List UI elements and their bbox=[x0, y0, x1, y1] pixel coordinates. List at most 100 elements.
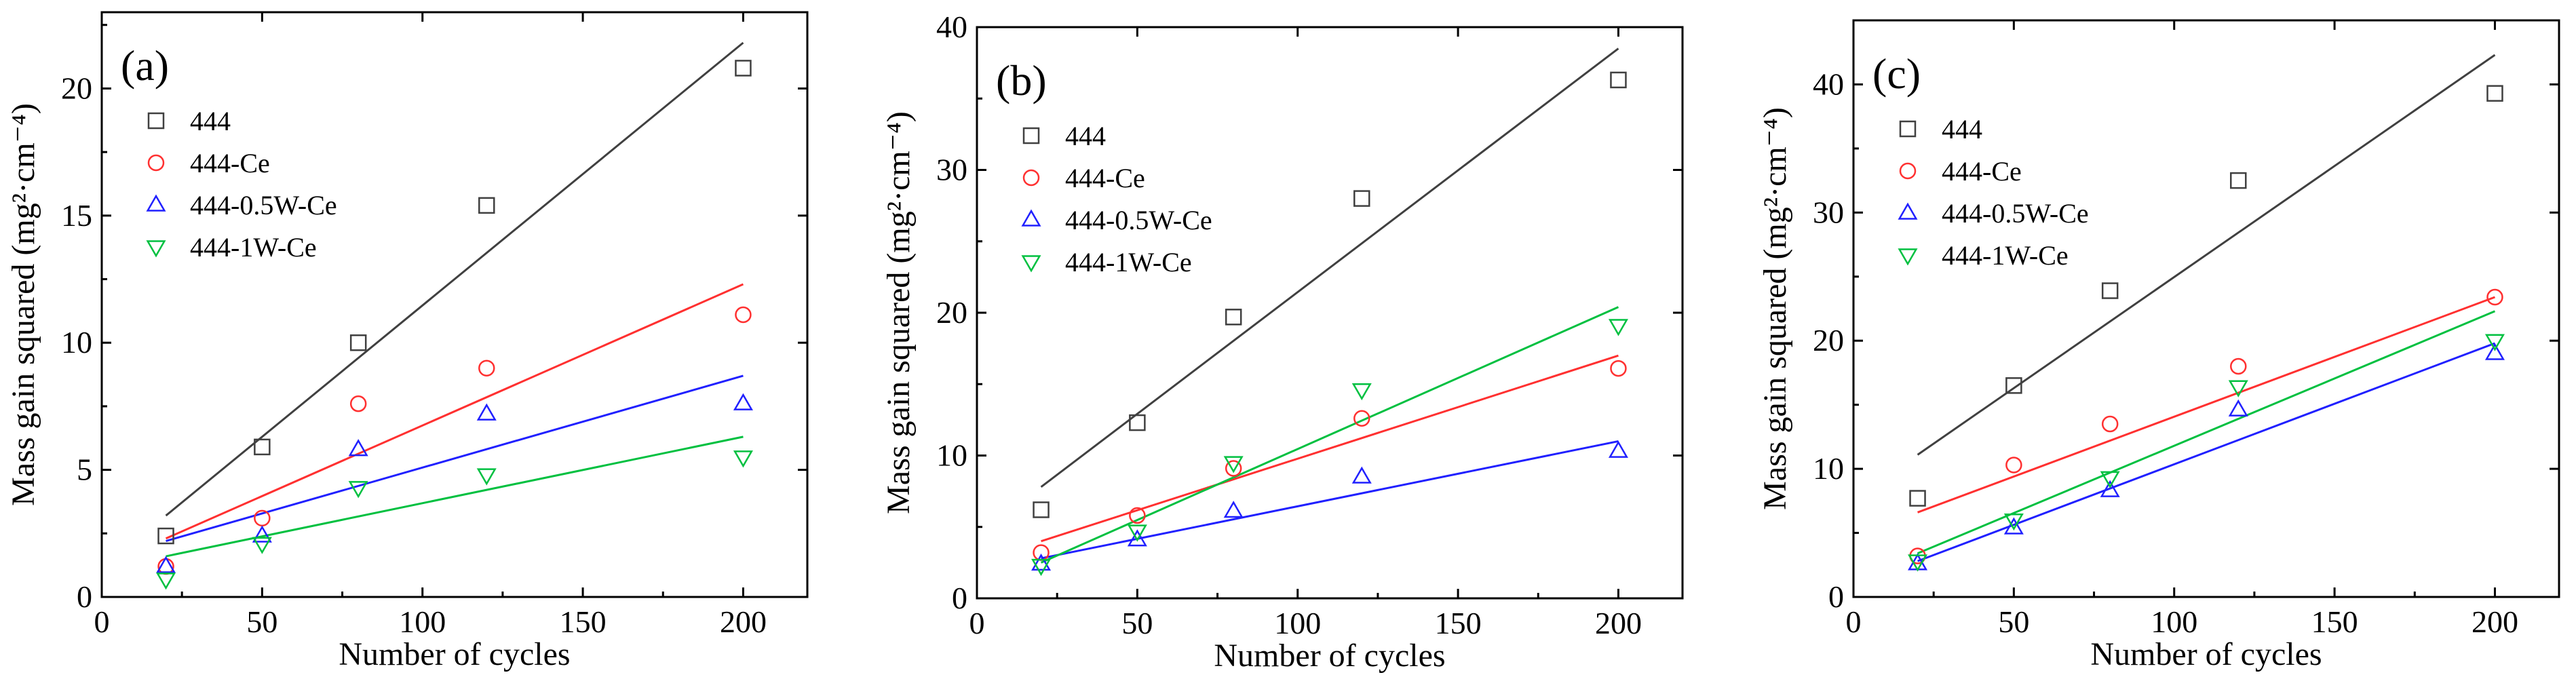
y-axis-title: Mass gain squared (mg²·cm⁻⁴) bbox=[881, 111, 917, 514]
data-point bbox=[1353, 410, 1370, 427]
legend-label: 444 bbox=[1065, 121, 1106, 151]
data-point bbox=[157, 527, 174, 545]
fit-line bbox=[166, 374, 744, 542]
x-tick-label: 100 bbox=[1274, 606, 1321, 640]
data-point bbox=[476, 403, 497, 421]
data-point bbox=[1033, 501, 1050, 518]
fit-line bbox=[1917, 310, 2496, 555]
x-tick-label: 200 bbox=[2472, 604, 2518, 639]
y-tick-label: 0 bbox=[77, 579, 92, 614]
legend-label: 444 bbox=[1942, 114, 1982, 144]
data-point bbox=[1223, 501, 1244, 518]
legend-label: 444-Ce bbox=[1942, 156, 2022, 187]
data-point bbox=[349, 334, 367, 351]
x-tick-label: 0 bbox=[94, 604, 110, 639]
data-point bbox=[733, 450, 753, 468]
x-axis-title: Number of cycles bbox=[339, 636, 570, 672]
data-point bbox=[2230, 172, 2247, 189]
fit-line bbox=[165, 41, 744, 517]
y-tick-label: 40 bbox=[936, 9, 967, 44]
data-point bbox=[349, 395, 367, 412]
data-point bbox=[156, 556, 176, 573]
x-tick-label: 50 bbox=[1998, 604, 2029, 639]
chart-panel-c: 0 50 100 150 200 0 10 20 30 40 Number of cycles Mas… bbox=[1757, 19, 2560, 672]
chart-panel-a: 0 50 100 150 200 0 5 10 15 20 Number of cycles Mass… bbox=[5, 11, 809, 672]
legend-marker bbox=[147, 154, 165, 172]
legend-label: 444-0.5W-Ce bbox=[1942, 198, 2089, 229]
legend-label: 444 bbox=[190, 106, 231, 136]
fit-line bbox=[1040, 306, 1619, 564]
y-tick-label: 30 bbox=[1813, 195, 1844, 229]
data-point bbox=[2484, 343, 2505, 360]
panel-label: (a) bbox=[121, 41, 169, 90]
x-axis-title: Number of cycles bbox=[2090, 636, 2322, 672]
y-axis-title: Mass gain squared (mg²·cm⁻⁴) bbox=[1757, 107, 1793, 510]
data-point bbox=[156, 573, 176, 590]
data-point bbox=[1225, 460, 1242, 477]
data-point bbox=[1031, 558, 1052, 577]
legend-label: 444-Ce bbox=[1065, 163, 1145, 193]
y-tick-label: 10 bbox=[61, 325, 92, 360]
legend-label: 444-0.5W-Ce bbox=[190, 190, 337, 220]
data-point bbox=[1129, 507, 1146, 524]
data-point bbox=[735, 306, 752, 324]
data-point bbox=[1031, 553, 1052, 571]
data-point bbox=[1351, 466, 1372, 484]
y-tick-label: 20 bbox=[936, 295, 967, 330]
data-point bbox=[1610, 71, 1627, 89]
y-tick-label: 0 bbox=[1828, 579, 1844, 614]
x-tick-label: 100 bbox=[2151, 604, 2197, 639]
data-point bbox=[476, 468, 497, 486]
y-tick-label: 10 bbox=[1813, 451, 1844, 486]
fit-line bbox=[1040, 47, 1619, 488]
data-point bbox=[2228, 380, 2248, 398]
x-tick-label: 150 bbox=[560, 604, 607, 639]
data-point bbox=[1223, 456, 1244, 473]
fit-line bbox=[1917, 342, 2495, 562]
y-tick-label: 15 bbox=[61, 198, 92, 233]
data-point bbox=[1908, 554, 1928, 572]
data-point bbox=[1908, 553, 1928, 571]
legend-marker bbox=[1899, 120, 1917, 138]
x-tick-label: 200 bbox=[720, 604, 767, 639]
x-tick-label: 150 bbox=[2311, 604, 2358, 639]
data-point bbox=[1351, 383, 1372, 401]
y-tick-label: 10 bbox=[936, 438, 967, 473]
data-point bbox=[1127, 529, 1147, 547]
data-point bbox=[1608, 319, 1628, 336]
y-tick-label: 0 bbox=[952, 581, 967, 615]
plot-frame bbox=[976, 26, 1684, 600]
data-point bbox=[1909, 490, 1926, 507]
fit-line bbox=[1041, 354, 1619, 543]
panel-label: (c) bbox=[1872, 50, 1921, 98]
data-point bbox=[735, 60, 752, 77]
y-tick-label: 40 bbox=[1813, 66, 1844, 101]
y-tick-label: 30 bbox=[936, 153, 967, 187]
data-point bbox=[2100, 471, 2120, 488]
y-axis-title: Mass gain squared (mg²·cm⁻⁴) bbox=[5, 103, 41, 506]
panel-label: (b) bbox=[996, 56, 1047, 104]
data-point bbox=[2005, 457, 2022, 473]
plot-frame bbox=[1852, 19, 2560, 598]
chart-panel-b: 0 50 100 150 200 0 10 20 30 40 Number of cycles Mas… bbox=[881, 9, 1684, 674]
data-point bbox=[348, 481, 368, 499]
data-point bbox=[1353, 190, 1370, 207]
data-point bbox=[2486, 288, 2503, 306]
y-tick-label: 20 bbox=[61, 71, 92, 105]
data-point bbox=[348, 439, 368, 457]
legend-label: 444-1W-Ce bbox=[1065, 247, 1192, 277]
x-tick-label: 100 bbox=[399, 604, 446, 639]
legend-marker bbox=[147, 112, 165, 130]
data-point bbox=[478, 197, 495, 214]
legend-marker bbox=[1021, 209, 1041, 227]
data-point bbox=[2005, 377, 2022, 394]
data-point bbox=[733, 393, 753, 410]
x-tick-label: 200 bbox=[1595, 606, 1642, 640]
legend-marker bbox=[1898, 202, 1918, 220]
data-point bbox=[2003, 513, 2024, 531]
x-tick-label: 0 bbox=[1846, 604, 1862, 639]
data-point bbox=[1225, 309, 1242, 326]
data-point bbox=[2230, 357, 2247, 375]
data-point bbox=[2100, 480, 2120, 497]
